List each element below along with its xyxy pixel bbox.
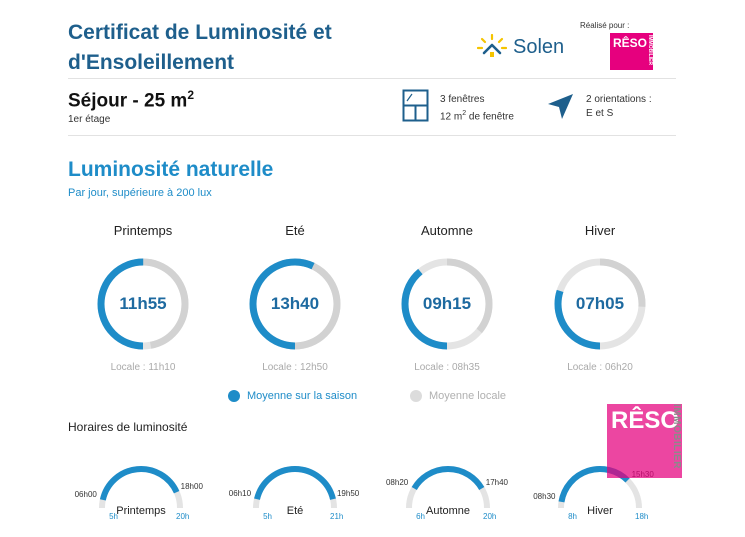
gauge-start-time: 06h00 xyxy=(74,489,97,499)
ring-season-arc xyxy=(401,258,493,350)
season-name: Hiver xyxy=(584,223,616,238)
gauge-scale-max: 20h xyxy=(483,512,497,521)
legend-saison-dot xyxy=(228,390,240,402)
windows-info: 3 fenêtres 12 m2 de fenêtre xyxy=(440,93,514,124)
ring-locale-label: Locale : 11h10 xyxy=(110,362,176,373)
gauge-scale-min: 6h xyxy=(416,512,425,521)
luminosity-subtitle: Par jour, supérieure à 200 lux xyxy=(68,187,212,199)
gauge-start-time: 06h10 xyxy=(228,489,252,499)
gauge-track xyxy=(406,466,490,509)
legend-locale-label: Moyenne locale xyxy=(429,390,507,402)
ring-value: 11h55 xyxy=(119,294,167,313)
ring-locale-label: Locale : 06h20 xyxy=(567,362,633,373)
gauge-track xyxy=(253,466,337,509)
orientation-directions: E et S xyxy=(586,108,614,119)
reso-watermark-side: IMMOBILIER xyxy=(671,404,682,469)
header-divider xyxy=(68,78,676,79)
sun-house-icon xyxy=(477,34,507,57)
legend-locale: Moyenne locale xyxy=(410,390,506,402)
certificate-title: Certificat de Luminosité et d'Ensoleille… xyxy=(68,18,368,78)
gauge-arc xyxy=(254,466,336,500)
legend-saison: Moyenne sur la saison xyxy=(228,390,357,402)
gauge-end-time: 18h00 xyxy=(180,482,203,492)
gauge-arc xyxy=(411,466,485,491)
season-ring xyxy=(249,258,341,350)
gauge-scale-max: 18h xyxy=(635,512,649,521)
ring-value: 07h05 xyxy=(575,294,625,313)
reso-logo-small: RÊSO IMMOBILIER xyxy=(610,33,653,70)
gauge-scale-max: 20h xyxy=(176,512,190,521)
windows-area: 12 m2 de fenêtre xyxy=(440,110,514,123)
window-icon xyxy=(402,89,429,122)
ring-season-arc xyxy=(97,258,189,350)
ring-locale-arc xyxy=(401,258,493,350)
title-line-1: Certificat de Luminosité et xyxy=(68,21,332,44)
title-line-2: d'Ensoleillement xyxy=(68,51,235,74)
gauge-season-label: Automne xyxy=(425,505,471,517)
orientation-info: 2 orientations : E et S xyxy=(586,93,652,121)
season-name: Automne xyxy=(420,223,474,238)
legend-locale-dot xyxy=(410,390,422,402)
gauge-season-label: Eté xyxy=(286,505,304,517)
reso-logo-small-top: RÊSO xyxy=(613,36,648,50)
gauge-season-label: Hiver xyxy=(587,505,613,517)
ring-locale-label: Locale : 08h35 xyxy=(414,362,480,373)
solen-brand-name: Solen xyxy=(513,35,565,58)
ring-locale-arc xyxy=(554,258,646,350)
solen-logo: Solen xyxy=(477,34,564,60)
room-name: Séjour - 25 m2 xyxy=(68,88,195,112)
season-ring xyxy=(97,258,189,350)
gauge-arc xyxy=(99,466,180,501)
season-ring xyxy=(401,258,493,350)
legend-saison-label: Moyenne sur la saison xyxy=(247,390,358,402)
ring-season-arc xyxy=(554,258,646,350)
gauge-scale-min: 8h xyxy=(568,512,577,521)
orientation-arrow-icon xyxy=(548,94,573,119)
room-floor: 1er étage xyxy=(68,114,111,125)
gauge-start-time: 08h30 xyxy=(533,491,556,501)
orientation-count: 2 orientations : xyxy=(586,94,652,105)
hours-title: Horaires de luminosité xyxy=(68,420,188,434)
reso-watermark-top: RÊSO xyxy=(611,407,680,434)
gauge-start-time: 08h20 xyxy=(385,478,409,488)
gauge-scale-min: 5h xyxy=(109,512,118,521)
ring-locale-label: Locale : 12h50 xyxy=(262,362,328,373)
room-divider xyxy=(68,135,676,136)
ring-season-arc xyxy=(249,258,341,350)
gauge-end-time: 19h50 xyxy=(336,489,360,499)
gauge-season-label: Printemps xyxy=(116,505,166,517)
gauge-scale-min: 5h xyxy=(263,512,272,521)
reso-logo-small-side: IMMOBILIER xyxy=(647,35,653,65)
windows-count: 3 fenêtres xyxy=(440,94,485,105)
reso-watermark: RÊSO xyxy=(607,404,682,478)
season-ring xyxy=(554,258,646,350)
ring-value: 13h40 xyxy=(270,294,320,313)
luminosity-title: Luminosité naturelle xyxy=(68,158,274,181)
ring-value: 09h15 xyxy=(422,294,472,313)
realise-pour-label: Réalisé pour : xyxy=(580,21,630,30)
gauge-end-time: 17h40 xyxy=(485,478,508,488)
gauge-scale-max: 21h xyxy=(330,512,344,521)
season-name: Eté xyxy=(285,223,305,238)
gauge-track xyxy=(99,466,183,509)
season-name: Printemps xyxy=(113,223,173,238)
